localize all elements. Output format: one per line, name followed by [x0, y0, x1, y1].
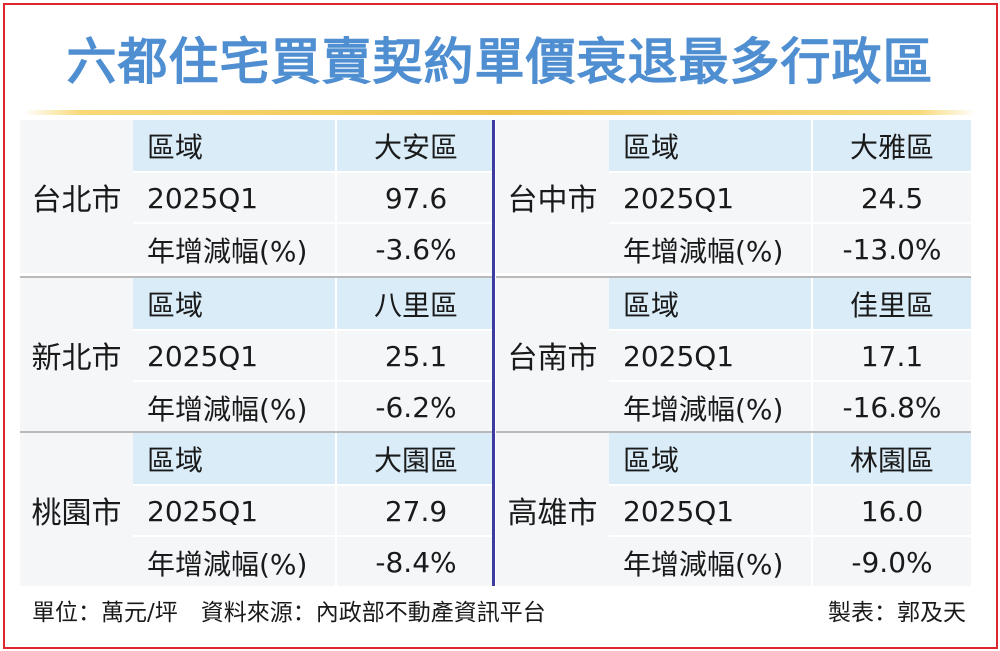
table-row-change: 年增減幅(%) -8.4%: [133, 535, 495, 588]
district-value: 大雅區: [811, 120, 971, 171]
table-row-district: 區域 大安區: [133, 120, 495, 171]
table-row-price: 2025Q1 16.0: [609, 484, 971, 537]
change-value: -8.4%: [335, 537, 495, 588]
title-underline: [24, 110, 976, 115]
page-title: 六都住宅買賣契約單價衰退最多行政區: [66, 33, 934, 91]
table-row-district: 區域 大園區: [133, 433, 495, 484]
column-divider: [492, 120, 495, 586]
city-block-kaohsiung: 高雄市 區域 林園區 2025Q1 16.0 年增減幅(%) -9.0%: [496, 431, 971, 588]
row-label-change: 年增減幅(%): [623, 234, 784, 268]
table-row-price: 2025Q1 27.9: [133, 484, 495, 537]
price-value: 17.1: [811, 331, 971, 382]
row-label-period: 2025Q1: [623, 495, 735, 528]
city-block-tainan: 台南市 區域 佳里區 2025Q1 17.1 年增減幅(%) -16.8%: [496, 276, 971, 433]
row-label-district: 區域: [133, 433, 335, 484]
table-row-change: 年增減幅(%) -13.0%: [609, 222, 971, 275]
city-block-taoyuan: 桃園市 區域 大園區 2025Q1 27.9 年增減幅(%) -8.4%: [20, 431, 495, 588]
change-value: -3.6%: [335, 224, 495, 275]
city-name: 新北市: [31, 340, 122, 376]
city-name: 台南市: [507, 340, 598, 376]
table-row-change: 年增減幅(%) -6.2%: [133, 380, 495, 433]
city-name: 高雄市: [507, 495, 598, 531]
price-value: 27.9: [335, 486, 495, 537]
row-label-change: 年增減幅(%): [623, 547, 784, 581]
city-name: 台中市: [507, 182, 598, 218]
table-row-district: 區域 佳里區: [609, 278, 971, 329]
table-row-price: 2025Q1 97.6: [133, 171, 495, 224]
table-row-district: 區域 林園區: [609, 433, 971, 484]
row-label-district: 區域: [609, 278, 811, 329]
row-label-period: 2025Q1: [147, 495, 259, 528]
city-block-new-taipei: 新北市 區域 八里區 2025Q1 25.1 年增減幅(%) -6.2%: [20, 276, 495, 433]
district-value: 林園區: [811, 433, 971, 484]
row-label-period: 2025Q1: [623, 182, 735, 215]
table-row-price: 2025Q1 17.1: [609, 329, 971, 382]
change-value: -9.0%: [811, 537, 971, 588]
row-label-district: 區域: [609, 433, 811, 484]
city-name: 桃園市: [31, 495, 122, 531]
district-value: 佳里區: [811, 278, 971, 329]
city-block-taipei: 台北市 區域 大安區 2025Q1 97.6 年增減幅(%) -3.6%: [20, 120, 495, 275]
row-label-change: 年增減幅(%): [147, 392, 308, 426]
change-value: -6.2%: [335, 382, 495, 433]
district-value: 大園區: [335, 433, 495, 484]
row-label-period: 2025Q1: [623, 340, 735, 373]
city-block-taichung: 台中市 區域 大雅區 2025Q1 24.5 年增減幅(%) -13.0%: [496, 120, 971, 275]
footer-source: 單位：萬元/坪 資料來源：內政部不動產資訊平台: [32, 600, 546, 626]
price-value: 24.5: [811, 173, 971, 224]
row-label-period: 2025Q1: [147, 182, 259, 215]
row-label-period: 2025Q1: [147, 340, 259, 373]
row-label-district: 區域: [133, 278, 335, 329]
row-label-district: 區域: [133, 120, 335, 171]
city-name: 台北市: [31, 182, 122, 218]
change-value: -13.0%: [811, 224, 971, 275]
table-row-district: 區域 八里區: [133, 278, 495, 329]
row-label-change: 年增減幅(%): [623, 392, 784, 426]
table-row-price: 2025Q1 24.5: [609, 171, 971, 224]
district-value: 大安區: [335, 120, 495, 171]
table-row-change: 年增減幅(%) -3.6%: [133, 222, 495, 275]
table-row-change: 年增減幅(%) -16.8%: [609, 380, 971, 433]
district-value: 八里區: [335, 278, 495, 329]
row-label-change: 年增減幅(%): [147, 234, 308, 268]
row-label-district: 區域: [609, 120, 811, 171]
price-value: 97.6: [335, 173, 495, 224]
row-label-change: 年增減幅(%): [147, 547, 308, 581]
change-value: -16.8%: [811, 382, 971, 433]
footer-credit: 製表：郭及天: [828, 600, 966, 626]
table-row-price: 2025Q1 25.1: [133, 329, 495, 382]
price-value: 25.1: [335, 331, 495, 382]
price-value: 16.0: [811, 486, 971, 537]
table-row-district: 區域 大雅區: [609, 120, 971, 171]
table-row-change: 年增減幅(%) -9.0%: [609, 535, 971, 588]
